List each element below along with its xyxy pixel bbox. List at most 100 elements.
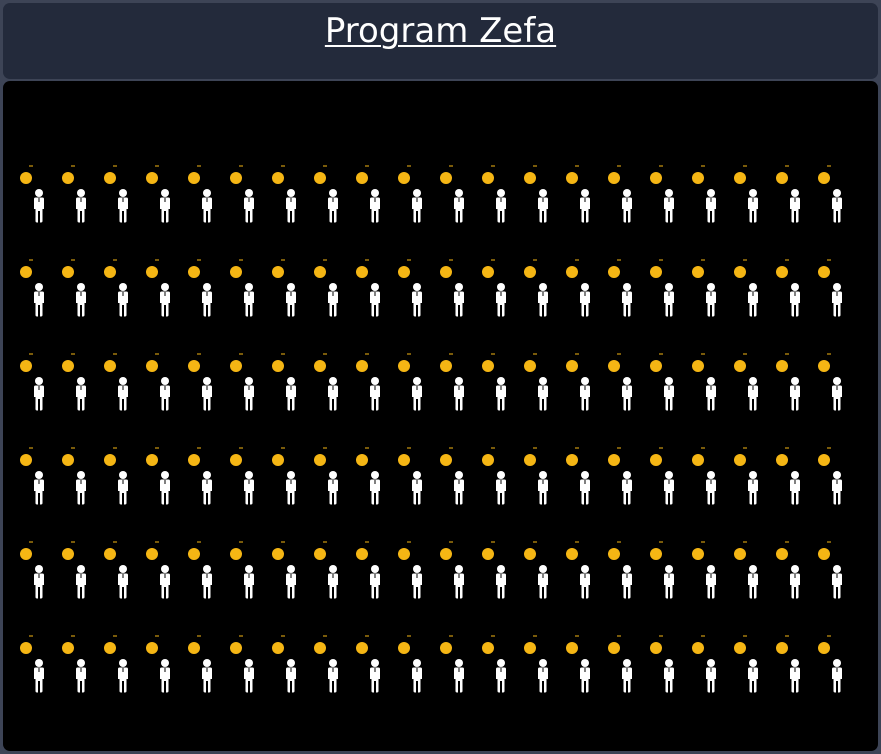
sun-dot-icon	[524, 548, 536, 560]
sun-dot-icon	[146, 172, 158, 184]
grid-cell	[101, 631, 143, 699]
person-icon	[328, 377, 338, 411]
person-icon	[244, 283, 254, 317]
grid-cell	[101, 349, 143, 417]
person-icon	[454, 377, 464, 411]
grid-cell	[143, 537, 185, 605]
sun-dot-icon	[62, 266, 74, 278]
sun-dot-icon	[776, 172, 788, 184]
sun-dot-icon	[104, 360, 116, 372]
person-icon	[76, 471, 86, 505]
grid-cell	[353, 255, 395, 323]
grid-cell	[815, 537, 857, 605]
sun-dot-icon	[20, 454, 32, 466]
sun-dot-icon	[188, 548, 200, 560]
sun-dot-icon	[272, 454, 284, 466]
grid-cell	[605, 255, 647, 323]
grid-cell	[605, 631, 647, 699]
person-icon	[580, 471, 590, 505]
person-icon	[160, 283, 170, 317]
icon-grid	[3, 81, 878, 751]
person-icon	[748, 565, 758, 599]
sun-dot-icon	[524, 266, 536, 278]
person-icon	[412, 189, 422, 223]
sun-dot-icon	[230, 548, 242, 560]
grid-cell	[185, 631, 227, 699]
grid-cell	[311, 443, 353, 511]
person-icon	[832, 471, 842, 505]
person-icon	[118, 189, 128, 223]
sun-dot-icon	[734, 642, 746, 654]
sun-dot-icon	[356, 172, 368, 184]
sun-dot-icon	[188, 454, 200, 466]
grid-cell	[731, 255, 773, 323]
sun-dot-icon	[314, 642, 326, 654]
person-icon	[454, 283, 464, 317]
grid-cell	[227, 255, 269, 323]
person-icon	[538, 283, 548, 317]
grid-cell	[101, 255, 143, 323]
person-icon	[496, 659, 506, 693]
grid-cell	[353, 161, 395, 229]
grid-cell	[17, 349, 59, 417]
person-icon	[664, 283, 674, 317]
person-icon	[286, 565, 296, 599]
grid-cell	[437, 443, 479, 511]
person-icon	[370, 189, 380, 223]
grid-cell	[731, 349, 773, 417]
grid-cell	[479, 255, 521, 323]
grid-cell	[17, 537, 59, 605]
person-icon	[748, 283, 758, 317]
sun-dot-icon	[692, 266, 704, 278]
page-title[interactable]: Program Zefa	[324, 11, 557, 51]
sun-dot-icon	[146, 360, 158, 372]
person-icon	[286, 377, 296, 411]
person-icon	[370, 377, 380, 411]
person-icon	[76, 377, 86, 411]
person-icon	[706, 565, 716, 599]
grid-cell	[395, 255, 437, 323]
sun-dot-icon	[356, 548, 368, 560]
sun-dot-icon	[734, 266, 746, 278]
sun-dot-icon	[818, 642, 830, 654]
grid-cell	[143, 631, 185, 699]
sun-dot-icon	[566, 266, 578, 278]
grid-cell	[563, 537, 605, 605]
person-icon	[118, 471, 128, 505]
sun-dot-icon	[398, 266, 410, 278]
person-icon	[706, 471, 716, 505]
grid-cell	[17, 631, 59, 699]
person-icon	[832, 189, 842, 223]
grid-cell	[773, 349, 815, 417]
person-icon	[622, 377, 632, 411]
person-icon	[748, 471, 758, 505]
person-icon	[34, 565, 44, 599]
sun-dot-icon	[314, 360, 326, 372]
grid-cell	[59, 443, 101, 511]
person-icon	[622, 471, 632, 505]
sun-dot-icon	[524, 172, 536, 184]
person-icon	[622, 189, 632, 223]
grid-cell	[59, 349, 101, 417]
sun-dot-icon	[272, 266, 284, 278]
person-icon	[34, 189, 44, 223]
sun-dot-icon	[272, 548, 284, 560]
sun-dot-icon	[146, 642, 158, 654]
person-icon	[832, 565, 842, 599]
sun-dot-icon	[566, 172, 578, 184]
grid-cell	[395, 631, 437, 699]
person-icon	[286, 189, 296, 223]
person-icon	[328, 659, 338, 693]
person-icon	[76, 189, 86, 223]
grid-cell	[689, 255, 731, 323]
person-icon	[286, 283, 296, 317]
person-icon	[286, 471, 296, 505]
sun-dot-icon	[608, 454, 620, 466]
person-icon	[118, 659, 128, 693]
person-icon	[580, 283, 590, 317]
person-icon	[496, 377, 506, 411]
sun-dot-icon	[272, 642, 284, 654]
sun-dot-icon	[20, 642, 32, 654]
sun-dot-icon	[734, 360, 746, 372]
sun-dot-icon	[482, 454, 494, 466]
